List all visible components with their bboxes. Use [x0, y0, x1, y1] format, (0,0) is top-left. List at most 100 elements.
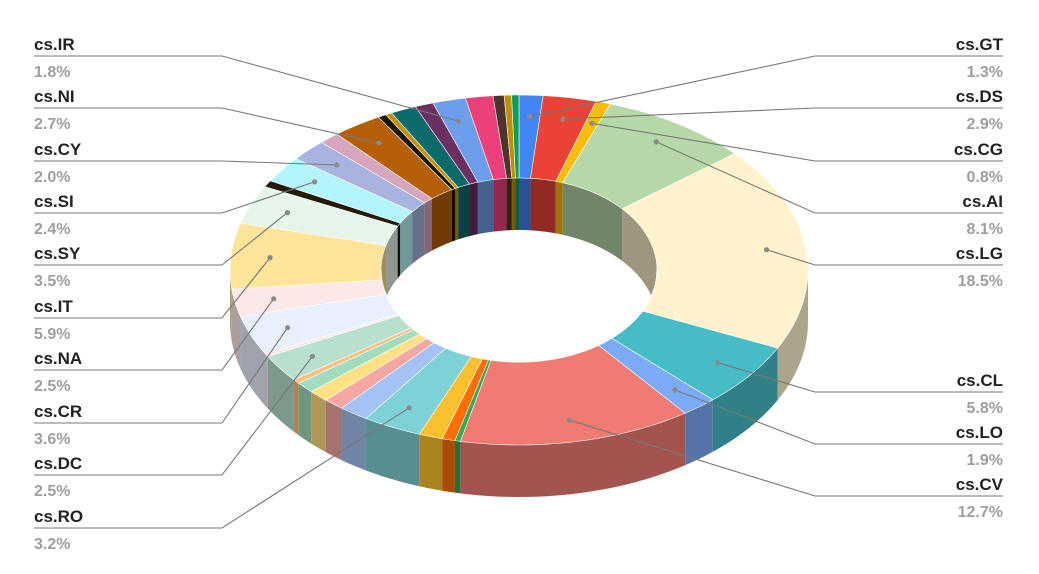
- label-percent-cs-lo: 1.9%: [967, 452, 1003, 469]
- slice-unlabeled-14-inner-wall: [469, 182, 478, 237]
- leader-line-cs-cl: [717, 362, 1003, 393]
- leader-dot-cs-sy: [284, 210, 290, 216]
- label-name-cs-it: cs.IT: [34, 297, 73, 316]
- leader-line-cs-dc: [34, 355, 313, 476]
- leader-line-cs-lo: [674, 389, 1003, 445]
- label-name-cs-ro: cs.RO: [34, 507, 83, 526]
- slice-cs-ni-inner-wall: [432, 189, 452, 251]
- slice-cs-cr-side: [240, 316, 266, 407]
- slice-unlabeled-18-inner-wall: [515, 178, 519, 231]
- leader-line-cs-na: [34, 298, 275, 371]
- label-name-cs-cg: cs.CG: [954, 140, 1003, 159]
- leader-dot-cs-ir: [455, 118, 462, 124]
- label-percent-cs-na: 2.5%: [34, 378, 70, 395]
- label-percent-cs-ds: 2.9%: [967, 116, 1003, 133]
- leader-line-cs-lg: [766, 249, 1003, 266]
- slice-labels: cs.GT 1.3% cs.DS 2.9% cs.CG 0.8% cs.AI 8.1% cs.L…: [34, 35, 1004, 553]
- donut-hole-rim: [380, 269, 658, 363]
- slice-cs-cg-inner-wall: [555, 181, 563, 235]
- leader-dot-cs-ni: [376, 140, 382, 146]
- leader-dot-cs-cg: [589, 120, 595, 126]
- slice-cs-cv-side: [460, 413, 686, 497]
- slice-cs-si-inner-wall: [400, 211, 413, 276]
- slice-unlabeled-5-side: [311, 391, 326, 453]
- label-name-cs-sy: cs.SY: [34, 244, 81, 263]
- slice-cs-na-side: [231, 288, 241, 369]
- leader-dot-cs-ai: [653, 139, 659, 145]
- slice-unlabeled-1-side: [442, 438, 455, 493]
- label-percent-cs-ir: 1.8%: [34, 64, 70, 81]
- slice-cs-ds-inner-wall: [530, 178, 556, 234]
- leader-line-cs-sy: [34, 212, 288, 266]
- label-name-cs-si: cs.SI: [34, 192, 74, 211]
- slice-cs-lg-side: [777, 270, 808, 401]
- leader-line-cs-cg: [591, 122, 1003, 162]
- slice-cs-lg-inner-wall: [622, 208, 657, 322]
- leader-dot-cs-lo: [672, 387, 678, 393]
- label-name-cs-lo: cs.LO: [956, 423, 1003, 442]
- slice-unlabeled-16-inner-wall: [506, 178, 512, 231]
- leader-dot-cs-cr: [285, 325, 291, 331]
- label-name-cs-dc: cs.DC: [34, 454, 82, 473]
- leader-line-cs-cy: [34, 160, 337, 166]
- slice-cs-dc-side: [267, 356, 294, 432]
- leader-lines: [34, 55, 1003, 529]
- leader-dot-cs-lg: [763, 247, 770, 253]
- slice-cs-ir-inner-wall: [477, 179, 494, 235]
- leader-dot-cs-ro: [406, 405, 412, 411]
- label-percent-cs-ai: 8.1%: [967, 221, 1003, 238]
- label-name-cs-ir: cs.IR: [34, 35, 75, 54]
- label-percent-cs-ni: 2.7%: [34, 116, 70, 133]
- leader-dot-cs-si: [312, 179, 318, 185]
- leader-line-cs-ni: [34, 107, 380, 144]
- donut-side-walls: [230, 270, 808, 497]
- slice-unlabeled-18: [511, 94, 520, 179]
- slice-unlabeled-9-inner-wall: [397, 223, 401, 279]
- leader-line-cs-it: [34, 257, 271, 319]
- slice-unlabeled-13-inner-wall: [458, 184, 470, 240]
- slice-unlabeled-10-inner-wall: [424, 198, 433, 255]
- leader-line-cs-ir: [34, 55, 459, 122]
- leader-dot-cs-na: [271, 296, 277, 302]
- slice-unlabeled-7-side: [293, 379, 299, 436]
- slice-cs-ro-side: [365, 418, 420, 487]
- label-name-cs-cy: cs.CY: [34, 140, 82, 159]
- slice-unlabeled-17-inner-wall: [511, 178, 516, 231]
- label-percent-cs-si: 2.4%: [34, 221, 70, 238]
- slice-cs-sy-inner-wall: [386, 226, 398, 298]
- leader-line-cs-ai: [656, 141, 1003, 214]
- label-name-cs-cr: cs.CR: [34, 402, 82, 421]
- label-percent-cs-gt: 1.3%: [967, 64, 1003, 81]
- slice-cs-cl-side: [712, 348, 778, 452]
- leader-dot-cs-cy: [334, 162, 340, 168]
- label-percent-cs-cg: 0.8%: [967, 169, 1003, 186]
- label-name-cs-ni: cs.NI: [34, 87, 75, 106]
- donut-top-faces: [229, 94, 809, 446]
- leader-dot-cs-ds: [560, 116, 566, 122]
- label-name-cs-ds: cs.DS: [956, 87, 1003, 106]
- label-percent-cs-cr: 3.6%: [34, 431, 70, 448]
- leader-dot-cs-dc: [309, 353, 316, 359]
- leader-line-cs-si: [34, 181, 315, 214]
- label-name-cs-ai: cs.AI: [962, 192, 1003, 211]
- slice-cs-cy-inner-wall: [412, 202, 425, 264]
- slice-unlabeled-6-side: [298, 383, 312, 444]
- leader-dot-cs-it: [267, 255, 273, 261]
- label-percent-cs-cl: 5.8%: [967, 400, 1003, 417]
- slice-cs-gt-inner-wall: [519, 178, 531, 231]
- label-name-cs-gt: cs.GT: [956, 35, 1004, 54]
- label-name-cs-lg: cs.LG: [956, 244, 1003, 263]
- label-percent-cs-it: 5.9%: [34, 326, 70, 343]
- label-name-cs-na: cs.NA: [34, 349, 82, 368]
- leader-dot-cs-cl: [715, 360, 721, 366]
- slice-cs-lo-side: [685, 399, 713, 466]
- slice-unlabeled-3-side: [341, 408, 366, 471]
- leader-line-cs-ro: [34, 407, 410, 529]
- slice-unlabeled-15-inner-wall: [493, 178, 507, 232]
- slice-cs-ai-inner-wall: [562, 182, 623, 261]
- leader-dot-cs-cv: [567, 417, 573, 423]
- label-percent-cs-sy: 3.5%: [34, 273, 70, 290]
- leader-line-cs-ds: [562, 107, 1003, 120]
- leader-dot-cs-gt: [526, 114, 533, 120]
